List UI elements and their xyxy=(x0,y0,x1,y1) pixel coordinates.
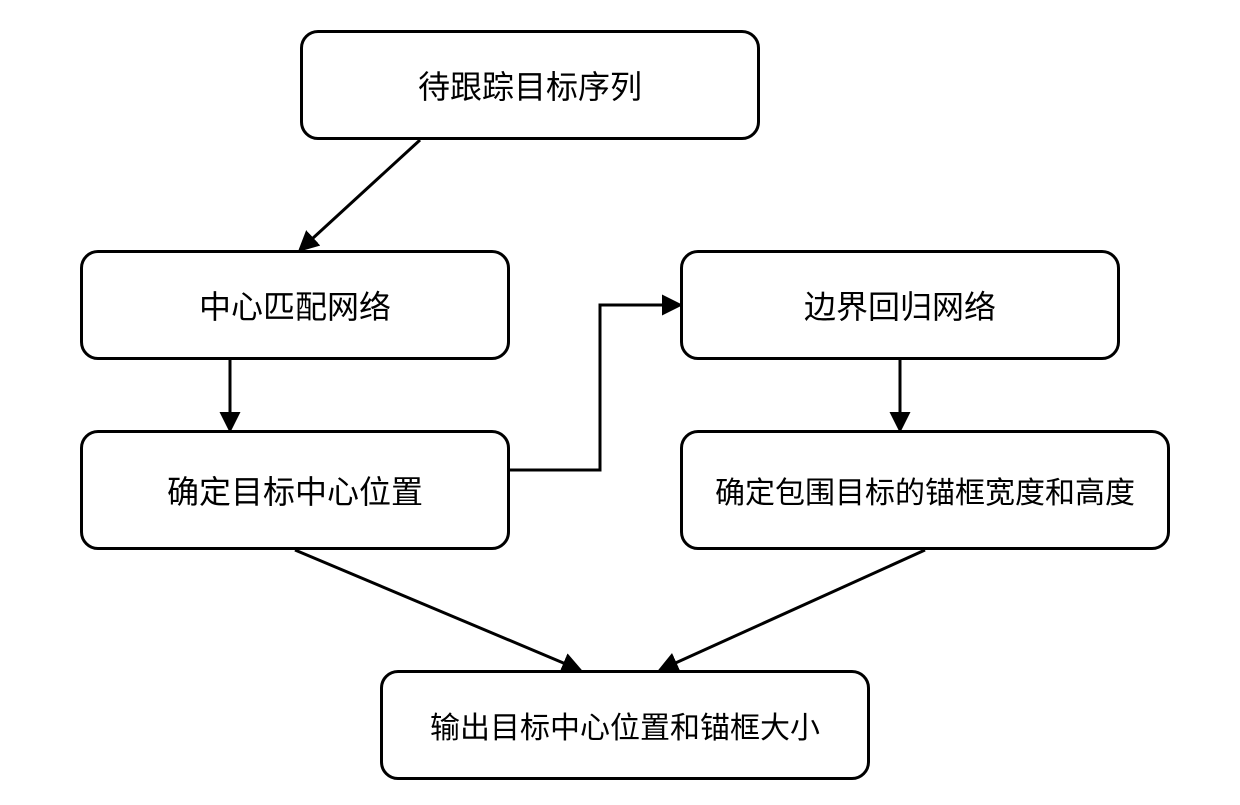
flow-node-output: 输出目标中心位置和锚框大小 xyxy=(380,670,870,780)
flow-node-center-net: 中心匹配网络 xyxy=(80,250,510,360)
flow-edge xyxy=(300,140,420,250)
flow-edge xyxy=(660,550,925,670)
node-label: 待跟踪目标序列 xyxy=(418,62,642,108)
flow-node-input: 待跟踪目标序列 xyxy=(300,30,760,140)
node-label: 输出目标中心位置和锚框大小 xyxy=(430,703,820,747)
flow-node-center-pos: 确定目标中心位置 xyxy=(80,430,510,550)
flow-node-anchor-size: 确定包围目标的锚框宽度和高度 xyxy=(680,430,1170,550)
node-label: 边界回归网络 xyxy=(804,282,996,328)
flow-edge xyxy=(295,550,580,670)
node-label: 确定包围目标的锚框宽度和高度 xyxy=(715,468,1135,512)
node-label: 中心匹配网络 xyxy=(199,282,391,328)
node-label: 确定目标中心位置 xyxy=(167,467,423,513)
flow-edge xyxy=(510,305,680,470)
flow-node-boundary-net: 边界回归网络 xyxy=(680,250,1120,360)
